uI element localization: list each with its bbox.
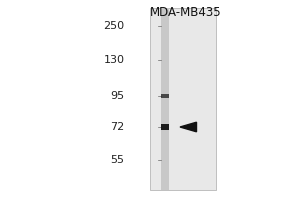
Text: 250: 250 [103, 21, 124, 31]
Bar [161, 124, 169, 130]
Polygon shape [180, 122, 196, 132]
Bar [150, 8, 216, 190]
Text: 95: 95 [110, 91, 124, 101]
Text: 72: 72 [110, 122, 124, 132]
Bar [160, 8, 169, 190]
Text: MDA-MB435: MDA-MB435 [150, 6, 222, 19]
Bar [161, 94, 169, 98]
Text: 130: 130 [103, 55, 124, 65]
Text: 55: 55 [110, 155, 124, 165]
